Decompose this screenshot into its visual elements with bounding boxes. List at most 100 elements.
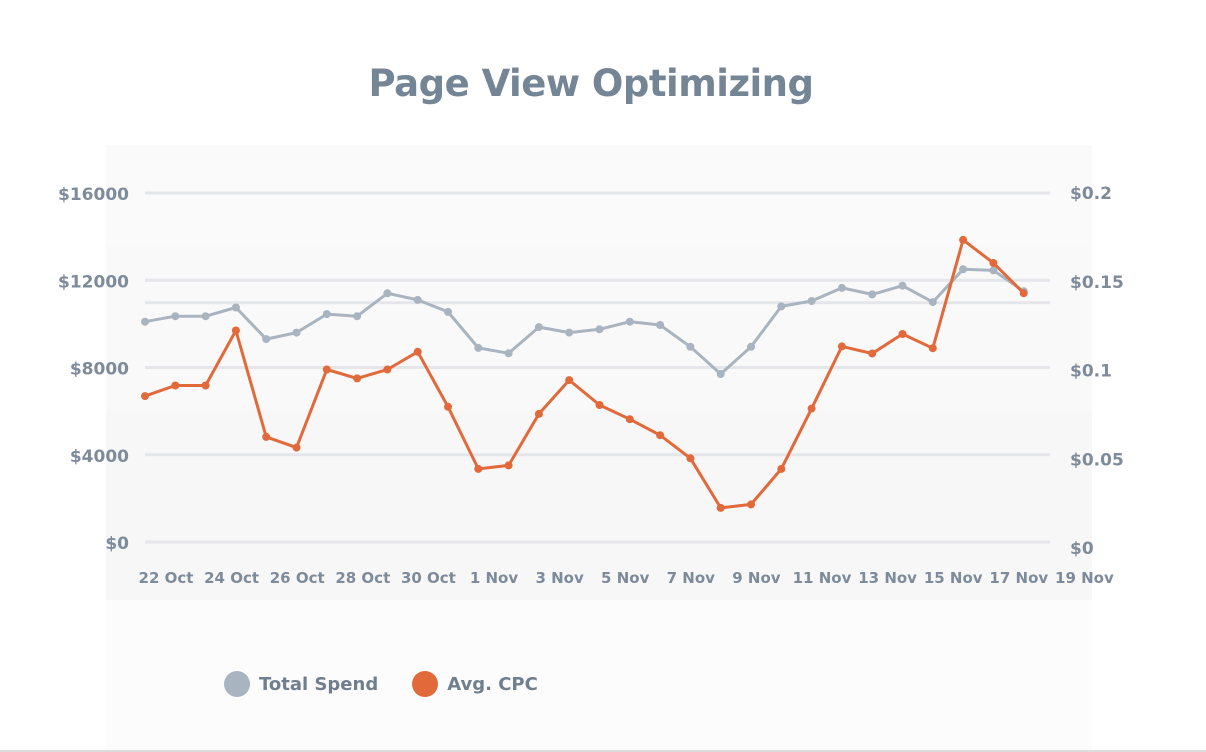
data-point-total-spend <box>474 343 483 352</box>
right-y-tick-label: $0.1 <box>1070 362 1112 382</box>
data-point-total-spend <box>231 303 240 312</box>
data-point-avg-cpc <box>534 409 543 418</box>
chart-title: Page View Optimizing <box>368 62 814 105</box>
plot-band-2 <box>106 410 1092 600</box>
data-point-avg-cpc <box>474 464 483 473</box>
x-tick-label: 17 Nov <box>989 569 1048 587</box>
data-point-avg-cpc <box>504 461 513 470</box>
data-point-avg-cpc <box>565 376 574 385</box>
plot-band-0 <box>106 145 1092 245</box>
data-point-total-spend <box>292 328 301 337</box>
data-point-total-spend <box>322 310 331 319</box>
x-axis: 22 Oct 24 Oct 26 Oct 28 Oct 30 Oct 1 Nov 3 Nov… <box>139 569 1114 587</box>
plot-band-3 <box>106 600 1092 750</box>
data-point-total-spend <box>595 325 604 334</box>
data-point-avg-cpc <box>868 349 877 358</box>
legend-item-total-spend[interactable]: Total Spend <box>224 671 378 697</box>
data-point-total-spend <box>807 297 816 305</box>
left-y-tick-label: $16000 <box>58 185 129 205</box>
right-y-tick-label: $0 <box>1070 539 1094 559</box>
data-point-avg-cpc <box>383 365 392 374</box>
left-y-tick-label: $8000 <box>70 360 129 380</box>
data-point-total-spend <box>201 312 210 321</box>
data-point-total-spend <box>928 298 937 307</box>
x-tick-label: 26 Oct <box>270 569 325 587</box>
data-point-total-spend <box>868 290 877 299</box>
right-y-tick-label: $0.05 <box>1070 450 1124 470</box>
data-point-total-spend <box>898 281 907 290</box>
right-y-axis: $0 $0.05 $0.1 $0.15 $0.2 <box>1070 184 1124 559</box>
x-tick-label: 22 Oct <box>139 569 194 587</box>
data-point-avg-cpc <box>413 347 422 356</box>
data-point-avg-cpc <box>1019 289 1028 298</box>
data-point-total-spend <box>565 328 574 337</box>
data-point-total-spend <box>534 323 543 332</box>
x-tick-label: 3 Nov <box>535 569 584 587</box>
data-point-avg-cpc <box>292 443 301 452</box>
data-point-avg-cpc <box>837 342 846 351</box>
data-point-avg-cpc <box>171 381 180 390</box>
data-point-total-spend <box>353 312 362 321</box>
x-tick-label: 13 Nov <box>858 569 917 587</box>
x-tick-label: 30 Oct <box>401 569 456 587</box>
data-point-total-spend <box>171 312 180 321</box>
data-point-total-spend <box>989 266 998 275</box>
series-layer <box>141 235 1028 512</box>
data-point-total-spend <box>716 370 725 378</box>
left-y-tick-label: $4000 <box>70 447 129 467</box>
x-tick-label: 7 Nov <box>667 569 716 587</box>
data-point-avg-cpc <box>959 235 968 244</box>
right-y-tick-label: $0.15 <box>1070 273 1124 293</box>
data-point-avg-cpc <box>322 365 331 374</box>
data-point-total-spend <box>444 307 452 316</box>
data-point-total-spend <box>686 342 695 351</box>
left-y-axis: $0 $4000 $8000 $12000 $16000 <box>58 185 129 554</box>
data-point-avg-cpc <box>201 381 210 390</box>
x-tick-label: 24 Oct <box>204 569 259 587</box>
legend-swatch-total-spend <box>224 671 250 697</box>
data-point-avg-cpc <box>686 454 695 463</box>
legend-label-avg-cpc: Avg. CPC <box>447 673 538 695</box>
bottom-divider <box>0 750 1206 752</box>
data-point-avg-cpc <box>807 404 816 413</box>
plot-background <box>106 145 1092 750</box>
legend: Total Spend Avg. CPC <box>224 671 572 697</box>
x-tick-label: 19 Nov <box>1055 569 1114 587</box>
x-tick-label: 9 Nov <box>732 569 781 587</box>
data-point-avg-cpc <box>716 503 725 512</box>
right-y-tick-label: $0.2 <box>1070 184 1112 204</box>
x-tick-label: 28 Oct <box>335 569 390 587</box>
series-line-avg-cpc <box>143 238 1026 510</box>
x-tick-label: 1 Nov <box>470 569 519 587</box>
data-point-avg-cpc <box>898 330 907 338</box>
data-point-total-spend <box>141 317 149 326</box>
data-point-total-spend <box>413 295 422 304</box>
grid-lines <box>145 191 1050 544</box>
x-tick-label: 5 Nov <box>601 569 650 587</box>
data-point-total-spend <box>777 302 786 311</box>
data-point-avg-cpc <box>231 326 240 335</box>
data-point-total-spend <box>262 335 271 344</box>
data-point-avg-cpc <box>777 464 786 473</box>
data-point-avg-cpc <box>262 432 271 441</box>
data-point-avg-cpc <box>656 431 665 440</box>
data-point-avg-cpc <box>595 401 604 409</box>
series-line-total-spend <box>143 267 1026 376</box>
data-point-total-spend <box>656 321 665 329</box>
left-y-tick-label: $12000 <box>58 272 129 292</box>
x-tick-label: 11 Nov <box>793 569 852 587</box>
data-point-avg-cpc <box>747 500 755 509</box>
data-point-avg-cpc <box>353 374 362 383</box>
data-point-avg-cpc <box>928 344 937 353</box>
legend-item-avg-cpc[interactable]: Avg. CPC <box>412 671 538 697</box>
data-point-avg-cpc <box>989 259 998 267</box>
x-tick-label: 15 Nov <box>924 569 983 587</box>
data-point-avg-cpc <box>141 392 149 401</box>
data-point-total-spend <box>383 289 392 298</box>
data-point-total-spend <box>747 342 755 351</box>
data-point-total-spend <box>625 317 634 326</box>
data-point-avg-cpc <box>625 415 634 424</box>
data-point-total-spend <box>959 265 968 274</box>
